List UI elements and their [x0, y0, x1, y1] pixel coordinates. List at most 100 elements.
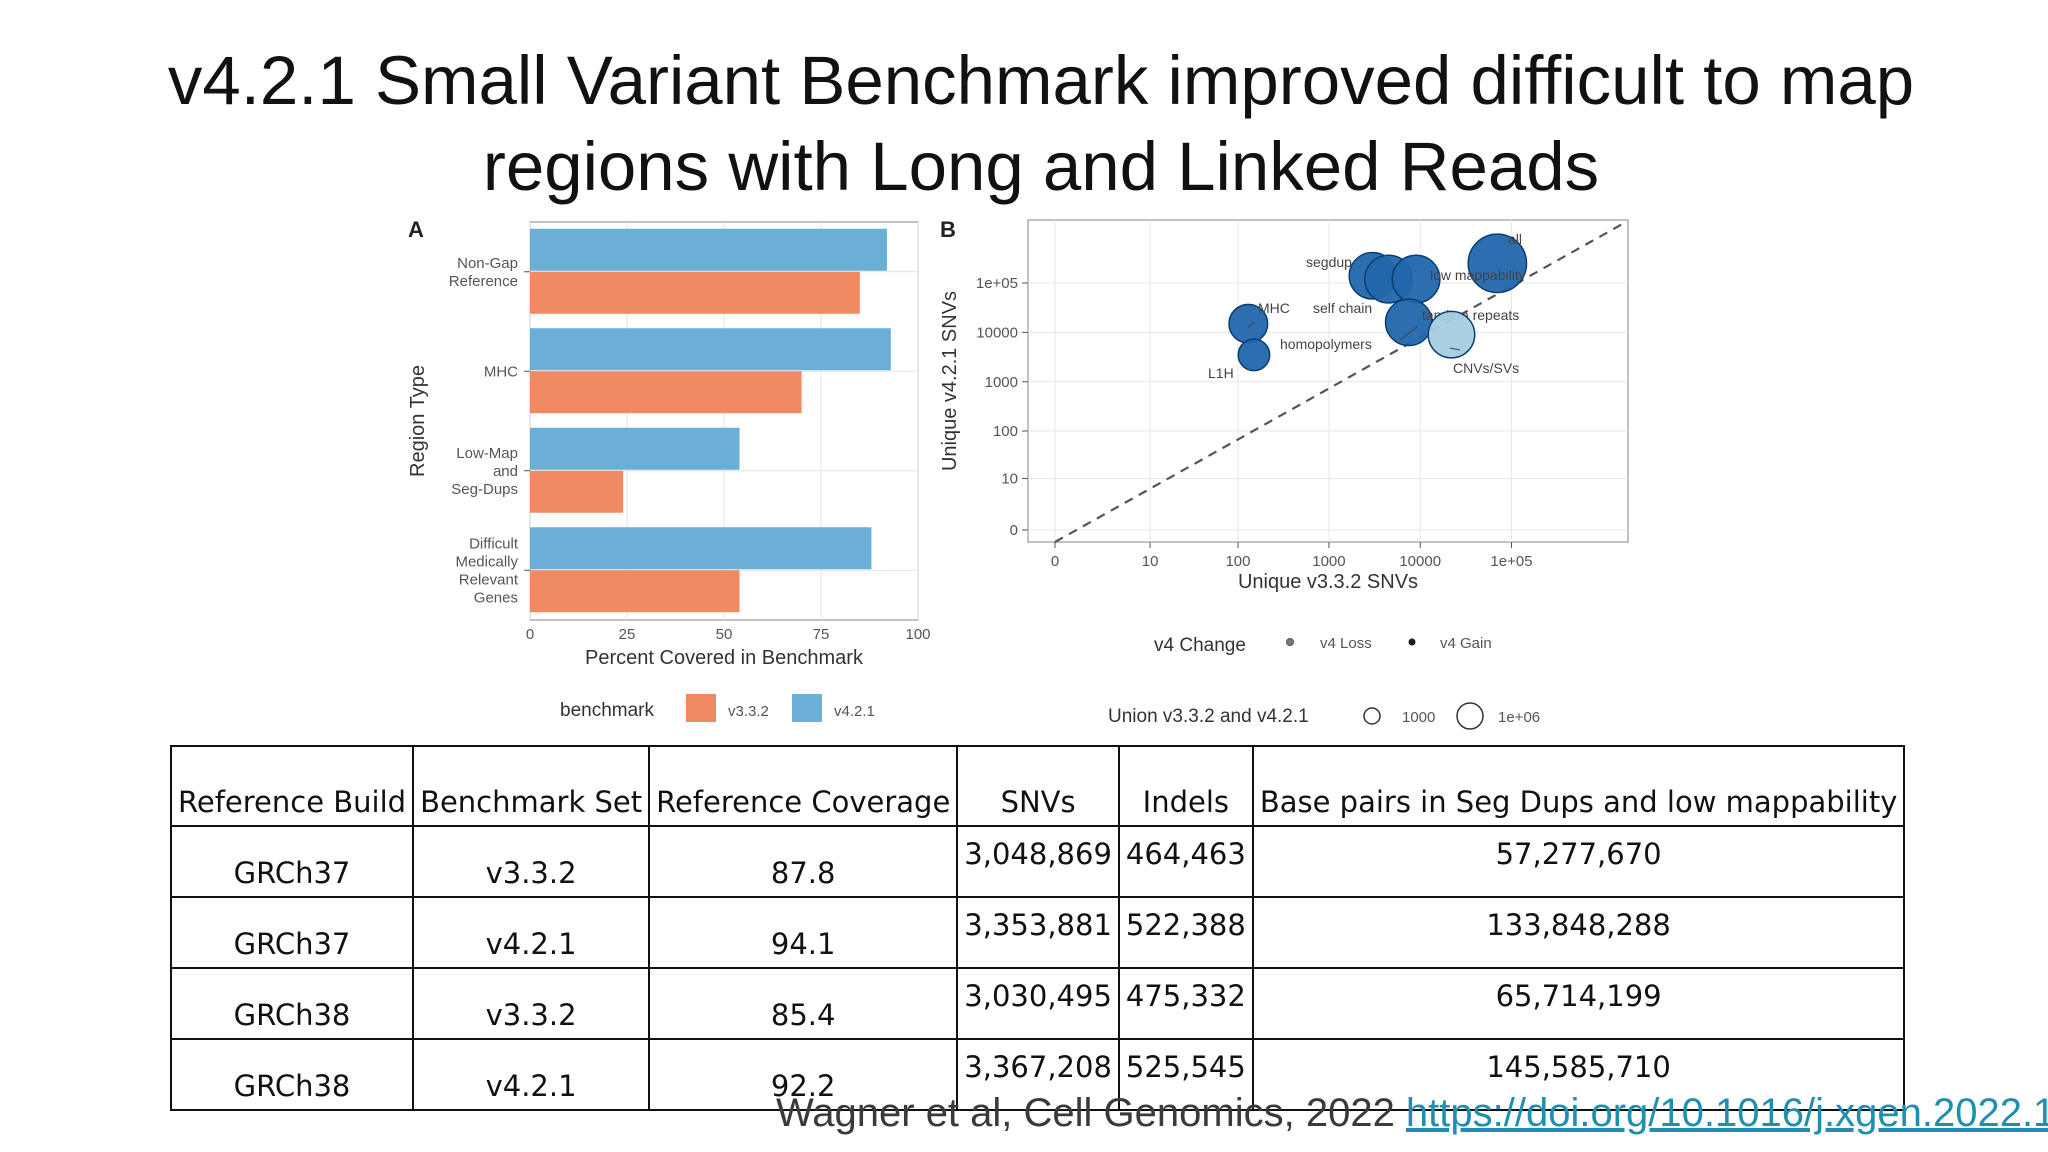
x-tick-label: 1000: [1312, 553, 1345, 570]
table-row: GRCh37 v4.2.1 94.1 3,353,881 522,388 133,848,…: [169, 896, 1906, 969]
y-tick-label: Non-Gap: [457, 255, 518, 272]
legend-size-large: [1456, 702, 1484, 730]
citation-text: Wagner et al, Cell Genomics, 2022: [776, 1091, 1406, 1135]
benchmark-table: Reference Build Benchmark Set Reference Co…: [169, 745, 1906, 1111]
point-label: L1H: [1208, 365, 1234, 381]
x-tick-label: 75: [813, 626, 830, 643]
label-leader: [1449, 347, 1461, 351]
bar-v4.2.1: [530, 328, 891, 371]
legend-dot-loss: [1286, 638, 1294, 646]
table-cell: 85.4: [648, 967, 959, 1040]
table-header-cell: SNVs: [956, 745, 1120, 827]
legend-title-change: v4 Change: [1154, 635, 1246, 656]
table-cell: 87.8: [648, 825, 959, 898]
y-axis-label: Region Type: [407, 365, 429, 477]
bar-v3.3.2: [530, 371, 802, 414]
x-tick-label: 0: [1051, 553, 1059, 570]
legend-swatch-v3.3.2: [686, 694, 716, 722]
figure-panels: A0 25 50 75 100Non-GapReferenceMHCLow-Mapand…: [407, 217, 1629, 730]
table-cell: v4.2.1: [412, 896, 651, 969]
doi-link[interactable]: https://doi.org/10.1016/j.xgen.2022.1: [1405, 1091, 2048, 1135]
plot-area-b: [1027, 219, 1629, 543]
table-cell: 3,353,881: [956, 896, 1120, 969]
table-cell: 3,367,208: [956, 1038, 1120, 1111]
bar-v4.2.1: [530, 427, 740, 470]
x-tick-label: 1e+05: [1490, 553, 1532, 570]
table-cell: v3.3.2: [412, 967, 651, 1040]
table-cell: 464,463: [1117, 825, 1254, 898]
slide-title-line-2: regions with Long and Linked Reads: [482, 128, 1600, 205]
y-tick-label: 10: [1001, 471, 1018, 488]
table-row: GRCh38 v3.3.2 85.4 3,030,495 475,332 65,714,1…: [169, 967, 1906, 1040]
panel-label-b: B: [940, 217, 956, 242]
table-header-cell: Indels: [1117, 745, 1254, 827]
y-tick-label: 1000: [985, 374, 1018, 391]
table-cell: 475,332: [1117, 967, 1254, 1040]
bar-v4.2.1: [530, 228, 887, 271]
table-cell: GRCh38: [169, 1038, 415, 1111]
table-cell: 57,277,670: [1251, 825, 1906, 898]
bar-v4.2.1: [530, 527, 872, 570]
table-header-cell: Reference Build: [169, 745, 415, 827]
y-tick-label: Medically: [455, 553, 518, 570]
diagonal-line: [1054, 221, 1627, 543]
scatter-point: [1237, 338, 1271, 372]
scatter-point: [1467, 233, 1528, 294]
x-tick-label: 25: [619, 626, 636, 643]
slide-title: v4.2.1 Small Variant Benchmark improved …: [0, 38, 2048, 210]
point-label: MHC: [1258, 300, 1290, 316]
table-cell: 145,585,710: [1251, 1038, 1906, 1111]
x-tick-label: 0: [526, 626, 534, 643]
point-label: self chain: [1313, 300, 1372, 316]
table-header-cell: Reference Coverage: [648, 745, 959, 827]
y-tick-label: Relevant: [459, 571, 519, 588]
legend-size-small: [1363, 707, 1381, 725]
table-cell: 133,848,288: [1251, 896, 1906, 969]
point-label: low mappability: [1430, 267, 1526, 283]
legend-label-gain: v4 Gain: [1440, 635, 1492, 652]
table-cell: GRCh37: [169, 825, 415, 898]
legend-label-size-large: 1e+06: [1498, 709, 1540, 726]
point-label: CNVs/SVs: [1453, 360, 1519, 376]
legend-swatch-v4.2.1: [792, 694, 822, 722]
table-header-row: Reference Build Benchmark Set Reference Co…: [169, 745, 1906, 827]
legend-title: benchmark: [560, 700, 654, 721]
table-cell: 94.1: [648, 896, 959, 969]
point-label: all: [1508, 231, 1522, 247]
slide-title-line-1: v4.2.1 Small Variant Benchmark improved …: [167, 42, 1915, 119]
table-cell: v4.2.1: [412, 1038, 651, 1111]
table-cell: 525,545: [1117, 1038, 1254, 1111]
x-tick-label: 100: [905, 626, 930, 643]
legend-dot-gain: [1408, 638, 1416, 646]
bar-v3.3.2: [530, 470, 624, 513]
x-tick-label: 10000: [1399, 553, 1441, 570]
y-tick-label: Difficult: [469, 535, 519, 552]
label-leader: [1399, 325, 1419, 341]
scatter-chart-panel-b: B 0 0 10 10 100 100 1000 1000 10000 10000 1e+05 1e+0…: [939, 217, 1629, 730]
table-cell: 65,714,199: [1251, 967, 1906, 1040]
legend-label-loss: v4 Loss: [1320, 635, 1372, 652]
y-tick-label: 10000: [976, 324, 1018, 341]
table-row: GRCh38 v4.2.1 92.2 3,367,208 525,545 145,585,…: [169, 1038, 1906, 1111]
label-leader: [1247, 321, 1255, 329]
table-cell: GRCh37: [169, 896, 415, 969]
scatter-point: [1427, 310, 1476, 359]
table-cell: v3.3.2: [412, 825, 651, 898]
table-cell: 522,388: [1117, 896, 1254, 969]
bar-v3.3.2: [530, 570, 740, 613]
legend-label-v4.2.1: v4.2.1: [834, 703, 875, 720]
y-tick-label: 100: [993, 423, 1018, 440]
y-tick-label: Seg-Dups: [451, 481, 518, 498]
y-tick-label: 0: [1010, 522, 1018, 539]
point-label: segdup: [1306, 254, 1352, 270]
table-cell: 3,030,495: [956, 967, 1120, 1040]
y-tick-label: 1e+05: [976, 275, 1018, 292]
y-tick-label: and: [493, 463, 518, 480]
table-cell: GRCh38: [169, 967, 415, 1040]
x-tick-label: 50: [716, 626, 733, 643]
y-tick-label: MHC: [484, 363, 518, 380]
x-tick-label: 100: [1225, 553, 1250, 570]
legend-title-union: Union v3.3.2 and v4.2.1: [1108, 706, 1309, 727]
y-tick-label: Low-Map: [456, 445, 518, 462]
